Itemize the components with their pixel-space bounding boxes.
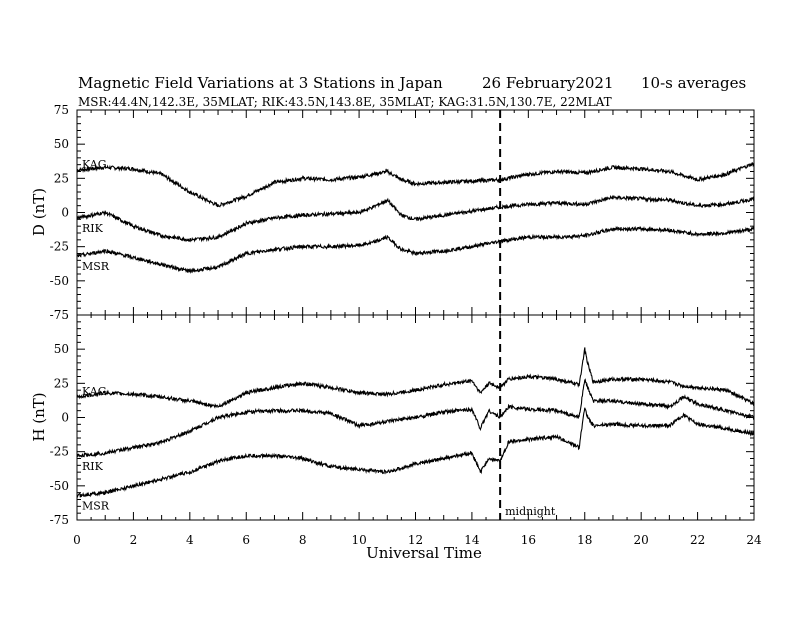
top-y-tick-label: -25	[50, 240, 69, 254]
top-y-tick-label: -75	[50, 308, 69, 322]
chart-date: 26 February2021	[482, 74, 614, 92]
x-axis-label: Universal Time	[366, 544, 482, 562]
x-tick-label: 8	[299, 533, 307, 547]
top-series-rik	[76, 194, 755, 243]
top-y-tick-label: 25	[54, 171, 69, 185]
midnight-label: midnight	[505, 505, 556, 518]
x-tick-label: 12	[408, 533, 423, 547]
chart-averaging: 10-s averages	[641, 74, 746, 92]
bottom-y-tick-label: -75	[50, 513, 69, 527]
x-tick-label: 22	[690, 533, 705, 547]
top-series-msr	[76, 225, 755, 274]
bottom-series-msr	[76, 407, 755, 499]
top-series-label-kag: KAG	[82, 158, 107, 171]
bottom-y-tick-label: -25	[50, 445, 69, 459]
x-tick-label: 20	[634, 533, 649, 547]
bottom-series-label-kag: KAG	[82, 385, 107, 398]
chart-stations-info: MSR:44.4N,142.3E, 35MLAT; RIK:43.5N,143.…	[78, 95, 612, 109]
x-tick-label: 4	[186, 533, 194, 547]
top-panel-frame	[76, 109, 755, 316]
x-tick-label: 6	[242, 533, 250, 547]
chart-title: Magnetic Field Variations at 3 Stations …	[78, 74, 443, 92]
top-y-tick-label: 75	[54, 103, 69, 117]
bottom-y-tick-label: 50	[54, 342, 69, 356]
bottom-y-tick-label: 25	[54, 376, 69, 390]
top-panel-ticks: 75 50 25 0 -25 -50 -75	[50, 103, 755, 322]
x-tick-label: 16	[521, 533, 536, 547]
bottom-y-axis-label: H (nT)	[30, 392, 48, 441]
top-series-kag	[76, 162, 755, 208]
bottom-series-label-rik: RIK	[82, 460, 104, 473]
top-y-tick-label: 0	[61, 206, 69, 220]
x-tick-label: 14	[464, 533, 480, 547]
top-series-label-rik: RIK	[82, 222, 104, 235]
x-tick-label: 0	[73, 533, 81, 547]
top-y-tick-label: 50	[54, 137, 69, 151]
top-series-label-msr: MSR	[82, 260, 110, 273]
x-tick-label: 18	[577, 533, 592, 547]
x-tick-label: 24	[746, 533, 762, 547]
top-panel-series: KAG RIK MSR	[76, 158, 755, 274]
bottom-series-label-msr: MSR	[82, 499, 110, 512]
bottom-series-rik	[76, 378, 755, 458]
x-tick-label: 10	[351, 533, 366, 547]
bottom-series-kag	[76, 347, 755, 409]
bottom-y-tick-label: 0	[61, 411, 69, 425]
x-tick-label: 2	[130, 533, 138, 547]
bottom-y-tick-label: -50	[50, 479, 69, 493]
top-y-tick-label: -50	[50, 274, 69, 288]
top-y-axis-label: D (nT)	[30, 188, 48, 236]
bottom-panel-series: KAG RIK MSR	[76, 347, 755, 512]
